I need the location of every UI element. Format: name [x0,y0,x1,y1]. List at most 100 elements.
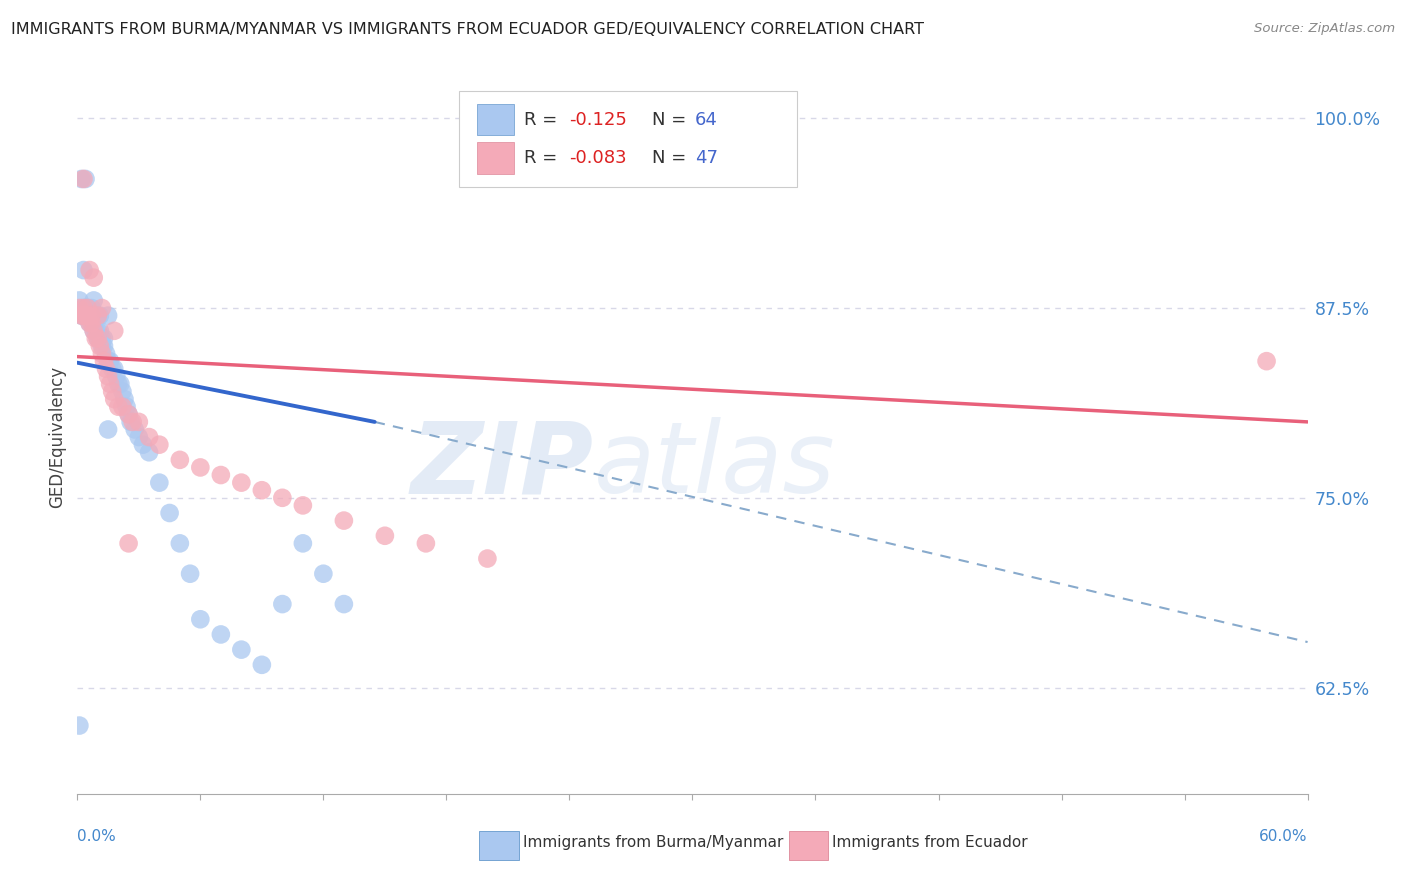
Point [114,392,136,406]
Point [87,331,110,345]
Point [87,324,110,338]
Point [169,536,191,550]
Point [374,529,396,543]
Point [250,483,273,498]
Text: R =: R = [524,111,557,128]
Point [117,407,139,421]
Point [70,309,93,323]
Point [90,346,114,360]
Text: 0.0%: 0.0% [77,830,117,844]
Text: -0.125: -0.125 [569,111,627,128]
Point [97,309,120,323]
Point [75,301,97,315]
Point [117,536,139,550]
FancyBboxPatch shape [458,91,797,187]
Point [128,430,150,444]
Text: Immigrants from Ecuador: Immigrants from Ecuador [832,836,1028,850]
Point [93,339,115,353]
Point [79,263,101,277]
Point [89,309,111,323]
Point [87,309,110,323]
Point [333,514,356,528]
Point [80,316,103,330]
Point [72,263,94,277]
Point [103,361,125,376]
Point [188,460,212,475]
Point [83,293,105,308]
Point [72,172,94,186]
Point [70,309,93,323]
Point [138,445,160,459]
Point [83,316,105,330]
Text: N =: N = [652,149,686,167]
Point [121,415,143,429]
Point [97,369,120,384]
Bar [477,143,515,174]
Point [89,339,111,353]
Point [250,657,273,672]
Point [97,354,120,368]
Point [84,324,107,338]
Point [89,324,111,338]
Point [115,400,138,414]
Text: 64: 64 [695,111,718,128]
Point [75,309,97,323]
Point [76,301,98,315]
Text: 60.0%: 60.0% [1260,830,1308,844]
Text: N =: N = [652,111,686,128]
Point [188,612,212,626]
Point [90,339,114,353]
Point [209,468,232,483]
Point [70,172,93,186]
Point [120,415,142,429]
Text: R =: R = [524,149,557,167]
Point [110,376,132,391]
Text: -0.083: -0.083 [569,149,627,167]
Point [79,309,101,323]
Point [80,309,103,323]
Point [83,270,105,285]
Point [84,331,107,345]
Point [83,324,105,338]
Point [111,400,134,414]
Point [75,309,97,323]
Point [1256,354,1278,368]
Point [90,331,114,345]
Y-axis label: GED/Equivalency: GED/Equivalency [48,366,66,508]
Point [101,384,124,399]
Text: Source: ZipAtlas.com: Source: ZipAtlas.com [1254,22,1395,36]
Point [138,430,160,444]
Point [103,324,125,338]
Point [67,293,90,308]
Text: 47: 47 [695,149,718,167]
Point [84,309,107,323]
Point [98,354,121,368]
Text: ZIP: ZIP [411,417,595,514]
Point [83,324,105,338]
Point [169,453,191,467]
Point [98,376,121,391]
Point [231,642,253,657]
Point [76,301,98,315]
Point [291,536,314,550]
Point [89,331,111,345]
Point [79,316,101,330]
Point [97,422,120,436]
Point [124,422,146,436]
Point [477,551,499,566]
Point [80,309,103,323]
Point [312,566,335,581]
Point [132,438,155,452]
Point [67,718,90,732]
Point [93,331,115,345]
Point [179,566,201,581]
Text: atlas: atlas [595,417,835,514]
Point [148,475,170,490]
Point [87,309,110,323]
Point [72,309,94,323]
Point [148,438,170,452]
Point [159,506,181,520]
Point [94,346,117,360]
Point [72,301,94,315]
Text: Immigrants from Burma/Myanmar: Immigrants from Burma/Myanmar [523,836,783,850]
